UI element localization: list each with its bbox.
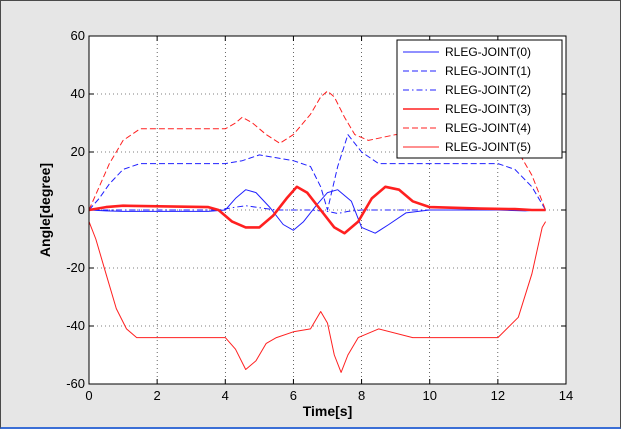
x-axis-title: Time[s] [303, 403, 353, 419]
legend-label: RLEG-JOINT(4) [445, 121, 531, 135]
x-tick-label: 4 [222, 388, 229, 403]
legend-label: RLEG-JOINT(3) [445, 102, 531, 116]
y-tick-label: 40 [71, 86, 85, 101]
y-tick-label: -40 [66, 318, 85, 333]
legend-label: RLEG-JOINT(2) [445, 83, 531, 97]
x-tick-label: 0 [85, 388, 92, 403]
x-tick-label: 10 [422, 388, 436, 403]
legend-label: RLEG-JOINT(1) [445, 64, 531, 78]
axis-ticks: 0 2 4 6 8 10 12 14 -60 -40 -20 0 20 40 60 [66, 28, 573, 403]
series-line [88, 90, 547, 211]
y-tick-label: 60 [71, 28, 85, 43]
legend: RLEG-JOINT(0) RLEG-JOINT(1) RLEG-JOINT(2) R… [396, 39, 563, 159]
legend-label: RLEG-JOINT(5) [445, 140, 531, 154]
y-tick-label: -20 [66, 260, 85, 275]
x-tick-label: 12 [491, 388, 505, 403]
x-tick-label: 14 [559, 388, 573, 403]
series-line [88, 185, 546, 235]
y-tick-label: 20 [71, 144, 85, 159]
legend-box [396, 39, 563, 159]
series-line [88, 221, 547, 373]
y-tick-label: 0 [78, 202, 85, 217]
series-line [88, 134, 547, 211]
x-tick-label: 8 [358, 388, 365, 403]
plot-border [88, 35, 567, 385]
y-axis-title: Angle[degree] [37, 163, 53, 257]
y-tick-label: -60 [66, 376, 85, 391]
series-layer [88, 90, 547, 373]
x-tick-label: 2 [154, 388, 161, 403]
x-tick-label: 6 [290, 388, 297, 403]
legend-label: RLEG-JOINT(0) [445, 45, 531, 59]
